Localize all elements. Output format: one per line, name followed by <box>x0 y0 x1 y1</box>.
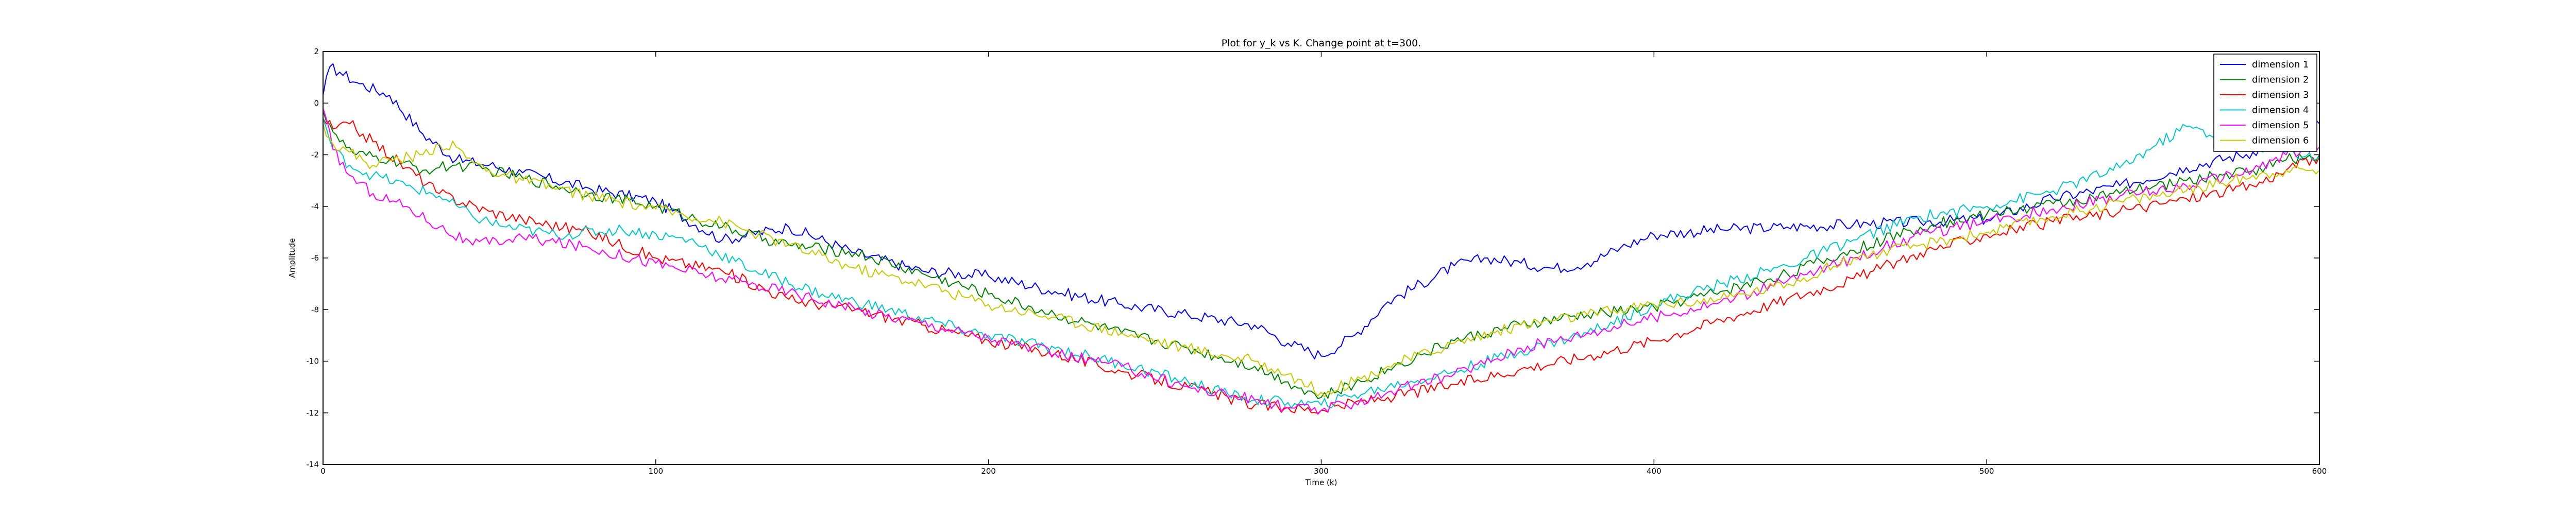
y-tick-label: -4 <box>311 202 319 211</box>
legend-label: dimension 4 <box>2252 105 2309 116</box>
y-tick-label: -2 <box>311 150 319 160</box>
legend-label: dimension 1 <box>2252 59 2309 70</box>
series-line-1 <box>323 63 2320 359</box>
y-tick-label: -12 <box>307 408 319 418</box>
y-tick-label: 2 <box>314 47 319 56</box>
x-tick-label: 500 <box>1979 467 1994 476</box>
x-tick-label: 300 <box>1314 467 1329 476</box>
legend-label: dimension 5 <box>2252 120 2309 131</box>
legend-label: dimension 2 <box>2252 75 2309 85</box>
chart-title: Plot for y_k vs K. Change point at t=300… <box>1222 38 1421 49</box>
y-tick-label: -8 <box>311 305 319 314</box>
x-tick-label: 200 <box>981 467 996 476</box>
series-line-2 <box>323 111 2320 400</box>
x-tick-label: 0 <box>320 467 326 476</box>
x-tick-label: 600 <box>2312 467 2327 476</box>
axis-ticks: 0 100 200 300 400 500 600 -14 -12 -10 -8 -6 -4 -2 0 2 <box>307 47 2327 476</box>
y-tick-label: -14 <box>307 460 319 469</box>
x-axis-label: Time (k) <box>1305 478 1337 487</box>
y-axis-label: Amplitude <box>287 238 297 278</box>
x-tick-label: 400 <box>1647 467 1662 476</box>
series-line-4 <box>323 118 2320 409</box>
legend-box <box>2213 54 2317 152</box>
y-tick-label: -10 <box>307 357 319 366</box>
legend: dimension 1 dimension 2 dimension 3 dimensi… <box>2213 54 2317 152</box>
y-tick-label: 0 <box>314 98 319 108</box>
series-line-6 <box>323 124 2320 398</box>
series-line-5 <box>323 108 2320 415</box>
x-tick-label: 100 <box>649 467 664 476</box>
legend-label: dimension 3 <box>2252 90 2309 100</box>
y-tick-label: -6 <box>311 253 319 263</box>
legend-label: dimension 6 <box>2252 135 2309 146</box>
series-group <box>323 63 2320 415</box>
